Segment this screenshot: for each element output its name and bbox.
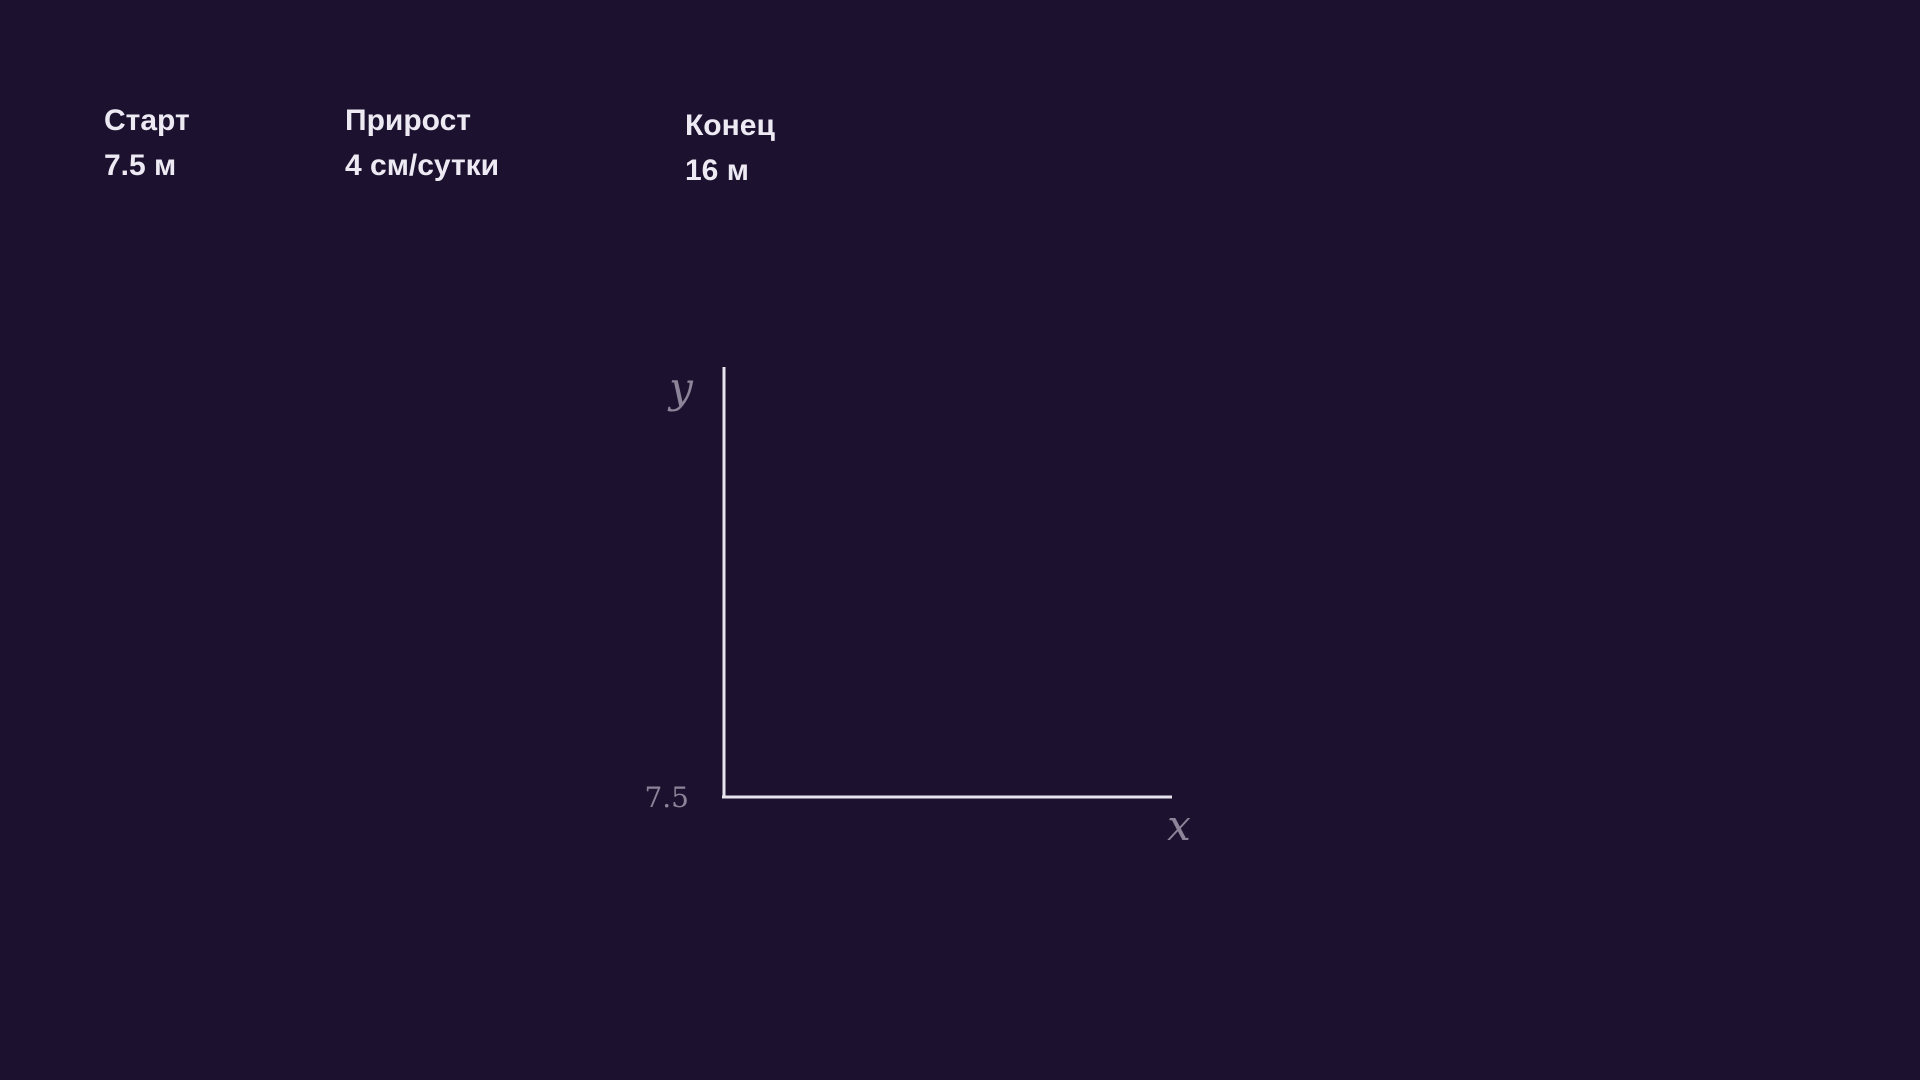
stat-start-label: Старт [104, 104, 190, 137]
stat-start-value: 7.5 м [104, 149, 177, 182]
stat-growth-label: Прирост [345, 104, 471, 137]
stat-growth: Прирост 4 см/сутки [345, 98, 499, 188]
y-axis-title: y [667, 363, 694, 412]
stat-start: Старт 7.5 м [104, 98, 190, 188]
stat-growth-value: 4 см/сутки [345, 149, 500, 182]
stat-end-value: 16 м [685, 154, 749, 187]
stat-end: Конец 16 м [685, 103, 775, 193]
y-tick-label: 7.5 [644, 781, 689, 814]
x-axis-title: x [1167, 801, 1191, 850]
stat-end-label: Конец [685, 109, 775, 142]
